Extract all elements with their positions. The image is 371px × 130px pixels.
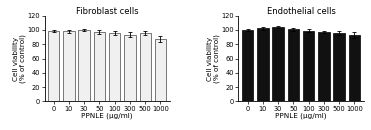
Bar bbox=[349, 35, 360, 101]
Bar bbox=[257, 28, 269, 101]
Bar bbox=[48, 31, 59, 101]
Title: Fibroblast cells: Fibroblast cells bbox=[76, 6, 138, 15]
Bar bbox=[139, 33, 151, 101]
Title: Endothelial cells: Endothelial cells bbox=[267, 6, 335, 15]
X-axis label: PPNLE (μg/ml): PPNLE (μg/ml) bbox=[81, 113, 133, 119]
Y-axis label: Cell viability
(% of control): Cell viability (% of control) bbox=[207, 34, 220, 83]
Bar bbox=[79, 30, 90, 101]
Bar bbox=[94, 32, 105, 101]
Bar bbox=[318, 32, 329, 101]
Bar bbox=[63, 31, 75, 101]
Bar bbox=[272, 27, 284, 101]
Bar bbox=[303, 31, 314, 101]
Bar bbox=[242, 30, 253, 101]
Bar bbox=[334, 33, 345, 101]
Bar bbox=[288, 29, 299, 101]
X-axis label: PPNLE (μg/ml): PPNLE (μg/ml) bbox=[275, 113, 327, 119]
Bar bbox=[155, 39, 166, 101]
Y-axis label: Cell viability
(% of control): Cell viability (% of control) bbox=[13, 34, 26, 83]
Bar bbox=[109, 33, 121, 101]
Bar bbox=[124, 35, 136, 101]
